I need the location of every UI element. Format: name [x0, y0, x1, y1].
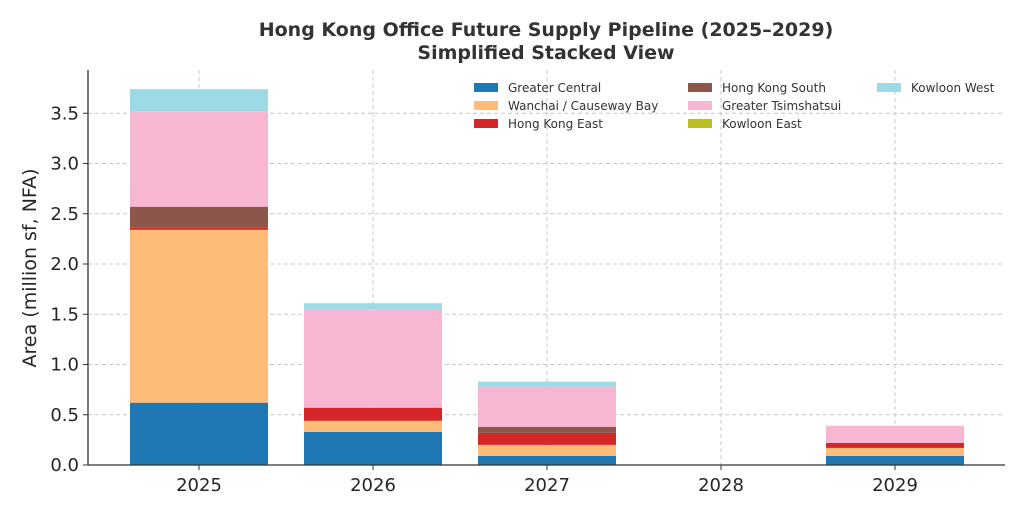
x-tick-label: 2025	[176, 475, 222, 496]
chart-subtitle: Simplified Stacked View	[417, 42, 674, 64]
bar-segment-2027-greater-central	[478, 455, 616, 465]
y-axis-label: Area (million sf, NFA)	[19, 169, 41, 368]
bars-layer	[130, 89, 964, 465]
y-tick-label: 2.5	[50, 204, 79, 225]
bar-segment-2025-hong-kong-east	[130, 227, 268, 230]
x-tick-label: 2028	[698, 475, 744, 496]
x-tick-label: 2027	[524, 475, 570, 496]
y-tick-label: 0.0	[50, 455, 79, 476]
bar-segment-2027-hong-kong-east	[478, 432, 616, 445]
legend-label-greater-central: Greater Central	[508, 81, 601, 95]
legend-swatch-greater-tsimshatsui	[688, 101, 712, 110]
y-tick-label: 2.0	[50, 254, 79, 275]
bar-segment-2025-greater-tsimshatsui	[130, 111, 268, 207]
y-tick-label: 3.5	[50, 103, 79, 124]
bar-segment-2025-kowloon-west	[130, 89, 268, 112]
ticks-layer: 0.0 0.5 1.0 1.5 2.0 2.5 3.0 3.5 2025 2026 2027 2028…	[50, 103, 918, 496]
y-tick-label: 1.0	[50, 355, 79, 376]
legend-label-hong-kong-east: Hong Kong East	[508, 117, 603, 131]
bar-segment-2025-hong-kong-south	[130, 206, 268, 228]
legend-label-hong-kong-south: Hong Kong South	[722, 81, 826, 95]
bar-segment-2027-kowloon-west	[478, 381, 616, 387]
bar-segment-2026-kowloon-west	[304, 303, 442, 310]
legend-swatch-hong-kong-east	[474, 119, 498, 128]
legend-label-kowloon-east: Kowloon East	[722, 117, 802, 131]
bar-segment-2029-wanchai-causeway-bay	[826, 447, 964, 456]
legend-label-greater-tsimshatsui: Greater Tsimshatsui	[722, 99, 841, 113]
chart-title: Hong Kong Office Future Supply Pipeline …	[259, 19, 834, 41]
bar-segment-2027-hong-kong-south	[478, 426, 616, 433]
legend-swatch-greater-central	[474, 83, 498, 92]
bar-segment-2029-greater-central	[826, 455, 964, 465]
bar-segment-2027-wanchai-causeway-bay	[478, 444, 616, 456]
bar-segment-2025-wanchai-causeway-bay	[130, 229, 268, 403]
bar-segment-2026-greater-central	[304, 431, 442, 465]
legend-swatch-kowloon-east	[688, 119, 712, 128]
y-tick-label: 1.5	[50, 304, 79, 325]
y-tick-label: 0.5	[50, 405, 79, 426]
legend-label-kowloon-west: Kowloon West	[911, 81, 995, 95]
bar-segment-2026-greater-tsimshatsui	[304, 309, 442, 408]
y-tick-label: 3.0	[50, 154, 79, 175]
bar-segment-2026-wanchai-causeway-bay	[304, 420, 442, 432]
bar-segment-2029-greater-tsimshatsui	[826, 425, 964, 443]
bar-segment-2029-hong-kong-east	[826, 442, 964, 448]
legend-swatch-wanchai-causeway-bay	[474, 101, 498, 110]
x-tick-label: 2029	[872, 475, 918, 496]
legend: Greater Central Wanchai / Causeway Bay Hon…	[474, 81, 995, 131]
bar-segment-2027-greater-tsimshatsui	[478, 386, 616, 427]
bar-segment-2026-hong-kong-east	[304, 407, 442, 421]
legend-swatch-hong-kong-south	[688, 83, 712, 92]
legend-swatch-kowloon-west	[877, 83, 901, 92]
bar-segment-2025-greater-central	[130, 402, 268, 465]
x-tick-label: 2026	[350, 475, 396, 496]
legend-label-wanchai-causeway-bay: Wanchai / Causeway Bay	[508, 99, 658, 113]
